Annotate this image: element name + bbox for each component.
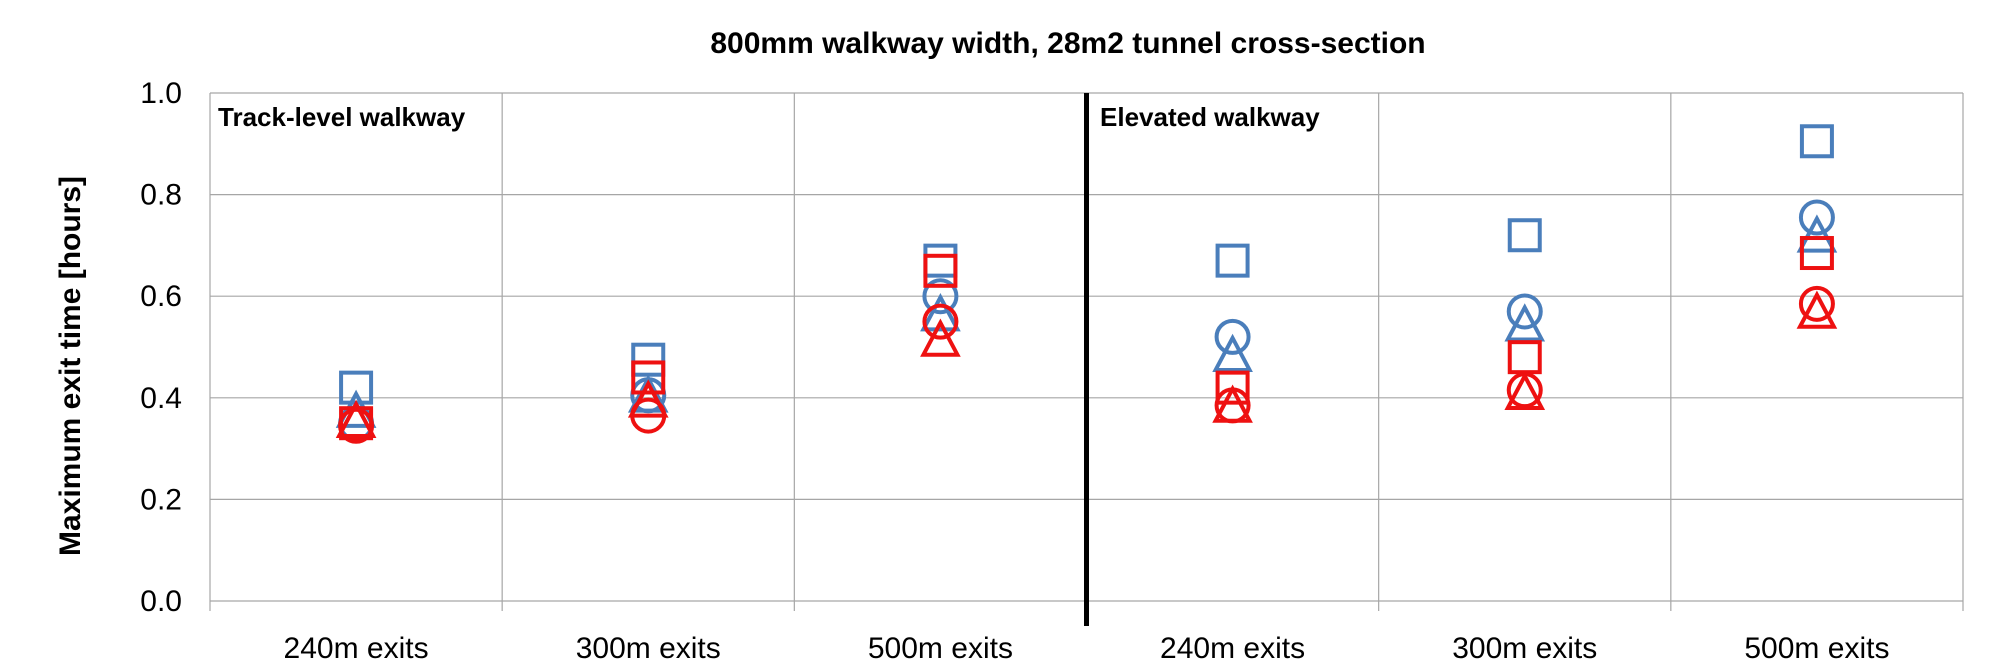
y-tick-label: 0.0 <box>140 585 182 618</box>
marker-red-circle <box>1214 387 1251 424</box>
marker-blue-triangle <box>920 293 961 332</box>
y-axis-label: Maximum exit time [hours] <box>54 176 87 556</box>
marker-red-triangle <box>627 379 669 418</box>
x-tick-label: 500m exits <box>1744 632 1889 665</box>
marker-blue-circle <box>922 278 959 315</box>
marker-red-triangle <box>1504 371 1546 411</box>
marker-red-circle <box>1798 285 1835 322</box>
x-tick-label: 300m exits <box>576 632 721 665</box>
marker-blue-square <box>1799 124 1834 159</box>
x-tick-label: 240m exits <box>284 632 429 665</box>
marker-blue-circle <box>1798 199 1835 236</box>
y-tick-label: 0.2 <box>140 483 182 516</box>
chart-title: 800mm walkway width, 28m2 tunnel cross-s… <box>710 27 1425 60</box>
marker-red-square <box>631 360 666 395</box>
marker-red-square <box>1215 370 1250 405</box>
marker-red-square <box>1799 236 1834 271</box>
marker-red-square <box>1507 340 1542 375</box>
y-tick-label: 1.0 <box>140 77 182 110</box>
marker-blue-triangle <box>1504 303 1546 342</box>
marker-blue-triangle <box>1796 214 1838 253</box>
marker-blue-circle <box>1214 318 1251 355</box>
plot-area: 0.0 0.2 0.4 0.6 0.8 1.0 240m exits 300m exits 50… <box>140 77 1964 665</box>
marker-blue-square <box>1507 218 1542 253</box>
marker-blue-triangle <box>1212 333 1253 372</box>
marker-red-square <box>923 253 958 288</box>
x-tick-label: 300m exits <box>1452 632 1597 665</box>
marker-blue-triangle <box>627 374 669 413</box>
marker-red-triangle <box>1796 290 1838 329</box>
marker-red-circle <box>922 303 959 340</box>
x-tick-label: 240m exits <box>1160 632 1305 665</box>
marker-red-circle <box>338 407 375 444</box>
panel-label-elevated: Elevated walkway <box>1100 102 1320 132</box>
panel-label-track-level: Track-level walkway <box>218 102 466 132</box>
marker-red-triangle <box>1212 384 1253 423</box>
x-tick-label: 500m exits <box>868 632 1013 665</box>
y-tick-label: 0.4 <box>140 382 182 415</box>
marker-red-triangle <box>335 399 377 438</box>
y-tick-label: 0.6 <box>140 280 182 313</box>
marker-red-triangle <box>920 318 961 357</box>
marker-blue-square <box>923 243 958 278</box>
marker-blue-circle <box>1506 293 1543 330</box>
y-tick-label: 0.8 <box>140 179 182 212</box>
marker-blue-square <box>1215 243 1250 278</box>
marker-blue-square <box>631 342 666 377</box>
